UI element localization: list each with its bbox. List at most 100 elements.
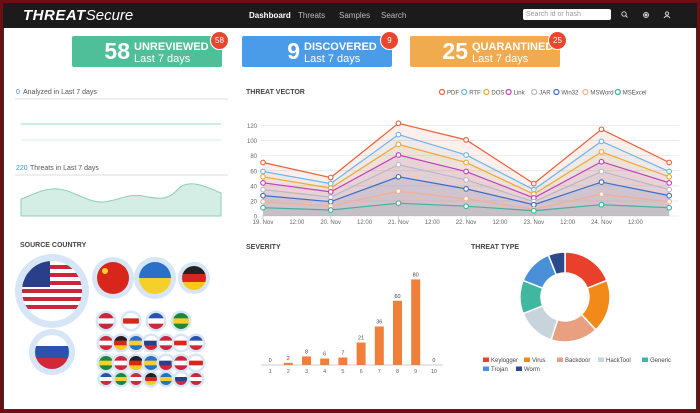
kpi-period: Last 7 days	[472, 53, 529, 65]
bar	[338, 357, 348, 365]
data-point	[327, 198, 334, 205]
data-point	[598, 138, 605, 145]
kpi-card[interactable]: 9 DISCOVERED Last 7 days 9	[242, 31, 399, 67]
data-point	[395, 161, 402, 168]
data-point	[598, 158, 605, 165]
data-point	[598, 149, 605, 155]
data-point	[395, 200, 402, 207]
data-label: 2	[287, 356, 290, 362]
data-point	[260, 198, 266, 205]
data-point	[463, 195, 469, 202]
small-flag	[129, 336, 143, 350]
legend-label: HackTool	[606, 358, 631, 364]
flag-stripe	[174, 345, 188, 350]
legend-label: Virus	[532, 358, 546, 364]
flag-stripe	[159, 340, 173, 346]
flag-stripe	[100, 381, 112, 385]
flag-stripe	[129, 365, 143, 370]
data-point	[666, 179, 673, 186]
flag-stripe	[189, 365, 203, 370]
data-point	[260, 186, 266, 193]
small-flag	[100, 373, 112, 385]
x-tick-label: 23. Nov	[523, 220, 544, 226]
flag-stripe	[160, 373, 172, 378]
legend-marker	[553, 88, 560, 96]
x-tick-label: 5	[341, 369, 344, 375]
legend-label: Link	[514, 91, 526, 97]
legend-swatch	[483, 357, 489, 362]
flag-stripe	[99, 345, 113, 350]
data-label: 0	[269, 358, 272, 364]
legend-label: MSExcel	[623, 91, 647, 97]
nav-link[interactable]: Threats	[298, 11, 326, 20]
kpi-badge: 25	[548, 31, 567, 50]
flag-stripe	[174, 365, 188, 370]
flag-stripe	[189, 345, 203, 350]
flag-stripe	[144, 356, 158, 361]
flag-de	[182, 266, 206, 290]
flag-stripe	[129, 360, 143, 366]
small-flag	[174, 336, 188, 350]
data-point	[260, 173, 266, 180]
small-flag	[98, 313, 114, 329]
data-point	[598, 201, 605, 208]
data-point	[666, 198, 673, 205]
x-tick-label: 12:00	[628, 220, 644, 226]
legend-label: Generic	[650, 358, 671, 364]
legend-label: Trojan	[491, 367, 508, 373]
kpi-value: 9	[287, 38, 300, 64]
kpi-card[interactable]: 58 UNREVIEWED Last 7 days 58	[72, 31, 229, 67]
flag-stripe	[159, 345, 173, 350]
flag-stripe	[159, 360, 173, 366]
flag-stripe	[98, 313, 114, 319]
flag-stripe	[130, 377, 142, 382]
section-title: SOURCE COUNTRY	[20, 242, 87, 249]
flag-stripe	[114, 356, 128, 361]
flag-stripe	[123, 318, 139, 324]
nav-link[interactable]: Search	[381, 11, 407, 20]
small-flag	[190, 373, 202, 385]
flag-stripe	[190, 373, 202, 378]
kpi-label: UNREVIEWED	[134, 41, 209, 53]
data-point	[395, 120, 402, 127]
data-point	[260, 192, 266, 199]
data-point	[530, 180, 537, 187]
flag-ua	[139, 262, 171, 294]
small-flag	[114, 336, 128, 350]
logo[interactable]: THREATSecure	[23, 7, 133, 24]
flag-stripe	[144, 340, 158, 346]
data-point	[598, 191, 605, 197]
search-input[interactable]: Search id or hash	[523, 9, 611, 20]
flag-stripe	[174, 340, 188, 346]
flag-stripe	[123, 323, 139, 329]
small-flag	[123, 313, 139, 329]
kpi-badge: 58	[210, 31, 229, 50]
legend-swatch	[524, 357, 530, 362]
x-tick-label: 21. Nov	[388, 220, 409, 226]
kpi-card[interactable]: 25 QUARANTINED Last 7 days 25	[410, 31, 567, 67]
nav-link[interactable]: Samples	[339, 11, 371, 20]
data-point	[463, 176, 469, 183]
kpi-period: Last 7 days	[134, 53, 191, 65]
flag-stripe	[123, 313, 139, 319]
data-point	[327, 194, 334, 201]
legend-label: JAR	[539, 91, 551, 97]
flag-stripe	[189, 336, 203, 341]
flag-stripe	[159, 356, 173, 361]
data-point	[463, 159, 469, 166]
legend-label: DOS	[491, 91, 504, 97]
flag-stripe	[100, 377, 112, 382]
legend-swatch	[642, 357, 648, 362]
data-point	[666, 173, 673, 180]
flag-stripe	[130, 381, 142, 385]
flag-stripe	[99, 365, 113, 370]
nav-link[interactable]: Dashboard	[249, 11, 291, 20]
data-point	[395, 131, 402, 138]
legend-swatch	[598, 357, 604, 362]
legend-label: Worm	[524, 367, 540, 373]
flag-stripe	[129, 336, 143, 341]
bar	[356, 342, 366, 365]
data-point	[395, 188, 402, 194]
data-point	[463, 137, 469, 143]
kpi-badge: 9	[380, 31, 399, 50]
